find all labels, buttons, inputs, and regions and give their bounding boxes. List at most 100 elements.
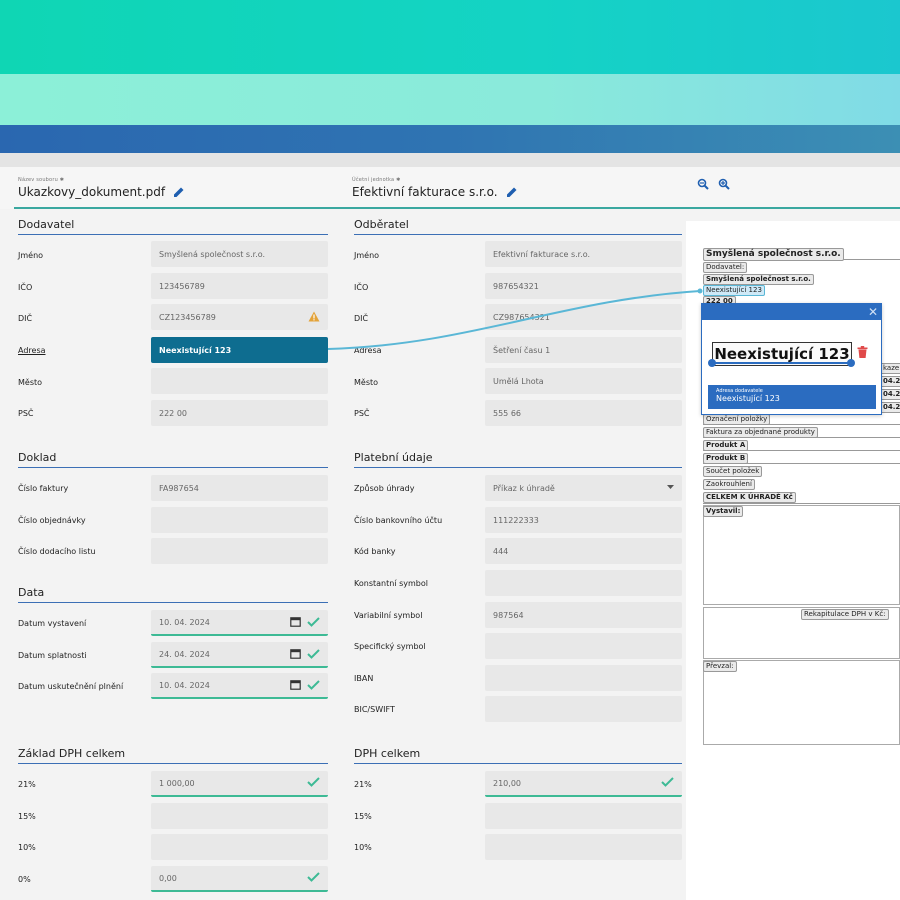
bic-input[interactable]: [485, 696, 682, 722]
preview-total[interactable]: CELKEM K ÚHRADĚ Kč: [703, 492, 796, 503]
delivery-note-input[interactable]: [151, 538, 328, 564]
constant-symbol-label: Konstantní symbol: [354, 579, 428, 588]
vat-base-15-input[interactable]: [151, 803, 328, 829]
supplier-address-value: Neexistující 123: [159, 345, 232, 355]
vat-base-0-input[interactable]: 0,00: [151, 866, 328, 892]
vat-total-15-input[interactable]: [485, 803, 682, 829]
customer-zip-input[interactable]: 555 66: [485, 400, 682, 426]
accounting-unit-field: Účetní jednotka ✱ Efektivní fakturace s.…: [352, 177, 518, 199]
issue-date-input[interactable]: 10. 04. 2024: [151, 610, 328, 636]
supplier-ico-value: 123456789: [159, 281, 205, 291]
file-name-caption: Název souboru ✱: [18, 177, 65, 183]
invoice-number-input[interactable]: FA987654: [151, 475, 328, 501]
chevron-down-icon: [667, 485, 674, 489]
preview-company-small[interactable]: Smyšlená společnost s.r.o.: [703, 274, 814, 285]
variable-symbol-value: 987564: [493, 610, 524, 620]
vat-base-10-input[interactable]: [151, 834, 328, 860]
bank-account-label: Číslo bankovního účtu: [354, 516, 443, 525]
document-header: Název souboru ✱ Ukazkovy_dokument.pdf Úč…: [0, 167, 900, 209]
zoom-in-icon[interactable]: [718, 178, 730, 190]
preview-cut-1: kaze: [880, 363, 900, 374]
selection-handle-left[interactable]: [708, 359, 716, 367]
extraction-popup[interactable]: ✕ Neexistující 123 Adresa dodavatele Nee…: [701, 303, 882, 415]
dates-section-rule: [18, 602, 328, 603]
supplier-ico-input[interactable]: 123456789: [151, 273, 328, 299]
preview-sum-items[interactable]: Součet položek: [703, 466, 763, 477]
supplier-dic-input[interactable]: CZ123456789: [151, 304, 328, 330]
invoice-number-value: FA987654: [159, 483, 199, 493]
constant-symbol-input[interactable]: [485, 570, 682, 596]
delivery-note-label: Číslo dodacího listu: [18, 547, 96, 556]
supplier-city-input[interactable]: [151, 368, 328, 394]
supplier-name-value: Smyšlená společnost s.r.o.: [159, 249, 266, 259]
vat-base-21-value: 1 000,00: [159, 778, 195, 788]
trash-icon[interactable]: [857, 346, 868, 358]
iban-label: IBAN: [354, 674, 374, 683]
order-number-input[interactable]: [151, 507, 328, 533]
vat-base-21-label: 21%: [18, 780, 36, 789]
bank-code-input[interactable]: 444: [485, 538, 682, 564]
check-icon: [307, 616, 320, 627]
supplier-name-label: Jméno: [18, 251, 44, 260]
customer-city-input[interactable]: Umělá Lhota: [485, 368, 682, 394]
variable-symbol-input[interactable]: 987564: [485, 602, 682, 628]
supplier-zip-input[interactable]: 222 00: [151, 400, 328, 426]
customer-ico-input[interactable]: 987654321: [485, 273, 682, 299]
selection-handle-right[interactable]: [847, 359, 855, 367]
tax-date-label: Datum uskutečnění plnění: [18, 682, 124, 691]
customer-section-title: Odběratel: [354, 218, 409, 231]
vat-total-section-title: DPH celkem: [354, 747, 421, 760]
header-divider: [14, 207, 900, 209]
spacer-strip: [0, 153, 900, 167]
customer-zip-value: 555 66: [493, 408, 521, 418]
edit-file-name-icon[interactable]: [173, 186, 185, 198]
preview-line: [703, 450, 900, 451]
zoom-out-icon[interactable]: [697, 178, 709, 190]
vat-base-21-input[interactable]: 1 000,00: [151, 771, 328, 797]
customer-address-value: Šetření času 1: [493, 345, 551, 355]
preview-received[interactable]: Převzal:: [703, 661, 737, 672]
preview-address[interactable]: Neexistující 123: [703, 285, 765, 296]
calendar-icon[interactable]: [290, 616, 301, 627]
preview-cut-3: 04.20: [880, 389, 900, 400]
specific-symbol-input[interactable]: [485, 633, 682, 659]
vat-total-21-input[interactable]: 210,00: [485, 771, 682, 797]
calendar-icon[interactable]: [290, 679, 301, 690]
payment-method-select[interactable]: Příkaz k úhradě: [485, 475, 682, 501]
preview-company[interactable]: Smyšlená společnost s.r.o.: [703, 248, 844, 261]
issue-date-label: Datum vystavení: [18, 619, 87, 628]
supplier-address-input[interactable]: Neexistující 123: [151, 337, 328, 363]
customer-address-label: Adresa: [354, 346, 382, 355]
customer-dic-input[interactable]: CZ987654321: [485, 304, 682, 330]
supplier-city-label: Město: [18, 378, 43, 387]
preview-rounding[interactable]: Zaokrouhlení: [703, 479, 755, 490]
supplier-section-rule: [18, 234, 328, 235]
vat-base-section-title: Základ DPH celkem: [18, 747, 126, 760]
vat-total-10-input[interactable]: [485, 834, 682, 860]
bank-account-value: 111222333: [493, 515, 539, 525]
variable-symbol-label: Variabilní symbol: [354, 611, 423, 620]
tax-date-input[interactable]: 10. 04. 2024: [151, 673, 328, 699]
bank-account-input[interactable]: 111222333: [485, 507, 682, 533]
accounting-unit-value: Efektivní fakturace s.r.o.: [352, 185, 498, 199]
preview-issued-by[interactable]: Vystavil:: [703, 506, 744, 517]
customer-address-input[interactable]: Šetření času 1: [485, 337, 682, 363]
close-icon[interactable]: ✕: [867, 305, 878, 319]
preview-line: [703, 437, 900, 438]
iban-input[interactable]: [485, 665, 682, 691]
preview-issued-box: [703, 505, 900, 605]
vat-total-21-value: 210,00: [493, 778, 521, 788]
calendar-icon[interactable]: [290, 648, 301, 659]
file-name-value: Ukazkovy_dokument.pdf: [18, 185, 166, 199]
edit-accounting-unit-icon[interactable]: [506, 186, 518, 198]
due-date-input[interactable]: 24. 04. 2024: [151, 642, 328, 668]
file-name-field: Název souboru ✱ Ukazkovy_dokument.pdf: [18, 177, 185, 199]
dates-section-title: Data: [18, 586, 45, 599]
preview-vat-recap[interactable]: Rekapitulace DPH v Kč:: [801, 609, 889, 620]
customer-city-value: Umělá Lhota: [493, 376, 544, 386]
customer-section-rule: [354, 234, 682, 235]
supplier-name-input[interactable]: Smyšlená společnost s.r.o.: [151, 241, 328, 267]
preview-supplier-tag[interactable]: Dodavatel:: [703, 262, 748, 273]
customer-name-input[interactable]: Efektivní fakturace s.r.o.: [485, 241, 682, 267]
customer-name-label: Jméno: [354, 251, 380, 260]
